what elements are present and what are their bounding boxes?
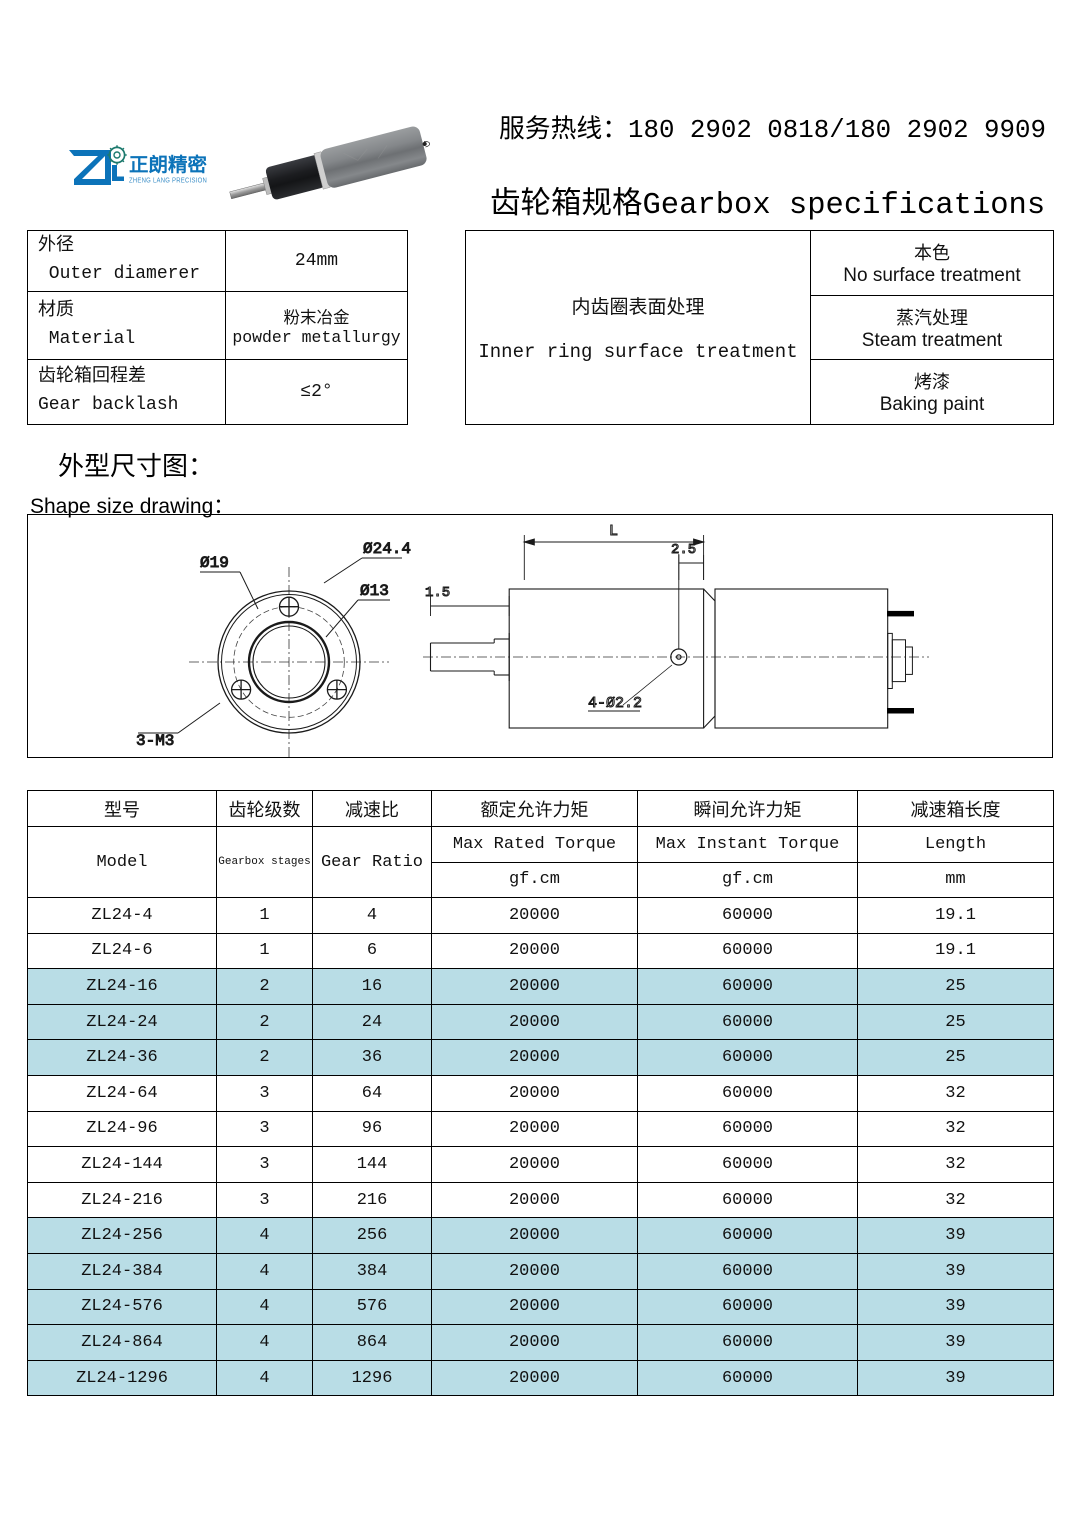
svg-text:Ø24.4: Ø24.4 [363, 540, 411, 558]
svg-text:Ø13: Ø13 [360, 582, 389, 600]
svg-text:2.5: 2.5 [671, 542, 696, 558]
svg-text:3-M3: 3-M3 [136, 732, 174, 750]
svg-text:1.5: 1.5 [425, 585, 450, 601]
svg-text:ZHENG LANG PRECISION: ZHENG LANG PRECISION [129, 176, 207, 185]
svg-text:L: L [609, 523, 618, 540]
svg-text:Ø19: Ø19 [200, 554, 229, 572]
svg-text:正朗精密: 正朗精密 [129, 153, 207, 176]
svg-text:4-Ø2.2: 4-Ø2.2 [588, 695, 642, 712]
